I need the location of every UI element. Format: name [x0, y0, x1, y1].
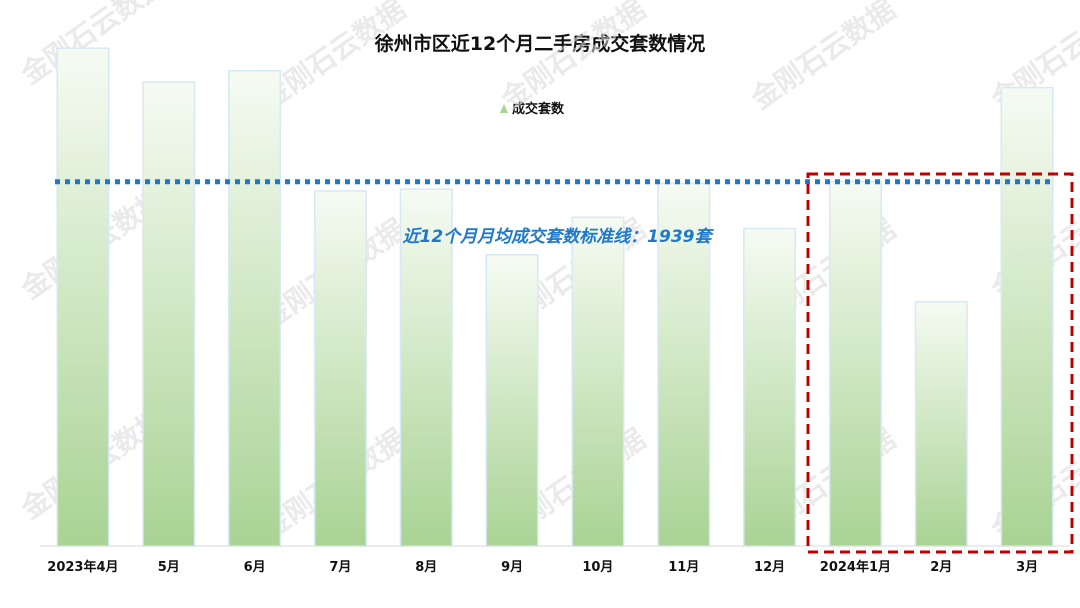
bar: [914, 301, 968, 547]
bar: [571, 216, 625, 547]
x-tick-label: 2024年1月: [820, 559, 891, 575]
watermark-text: 金刚石云数据: [494, 0, 651, 116]
highlight-box: [806, 172, 1074, 554]
watermark-text: 金刚石云数据: [744, 0, 901, 116]
bar: [828, 180, 882, 547]
x-tick-label: 9月: [501, 560, 523, 575]
x-tick-label: 11月: [668, 560, 699, 575]
legend: 成交套数: [500, 101, 565, 117]
bar: [1000, 86, 1054, 547]
x-tick-label: 10月: [582, 560, 613, 575]
legend-swatch-icon: [500, 104, 508, 113]
bar: [485, 254, 539, 547]
reference-line-label: 近12个月月均成交套数标准线：1939套: [403, 227, 715, 247]
bar: [399, 188, 453, 547]
x-tick-label: 3月: [1016, 560, 1038, 575]
bar: [142, 81, 196, 547]
x-tick-label: 5月: [158, 560, 180, 575]
x-tick-label: 2月: [930, 560, 952, 575]
legend-label: 成交套数: [512, 101, 565, 117]
x-tick-label: 12月: [754, 560, 785, 575]
x-axis-labels: 2023年4月 5月 6月 7月 8月 9月 10月 11月 12月 2024年1月 2月 3月: [47, 559, 1038, 575]
bar: [657, 182, 711, 547]
bar: [313, 190, 367, 547]
bar: [743, 227, 797, 547]
bar: [56, 47, 110, 547]
x-tick-label: 8月: [415, 560, 437, 575]
chart-title: 徐州市区近12个月二手房成交套数情况: [374, 32, 705, 55]
x-tick-label: 7月: [329, 560, 351, 575]
bars-layer: [56, 47, 1054, 547]
bar: [228, 69, 282, 547]
x-tick-label: 6月: [244, 560, 266, 575]
x-tick-label: 2023年4月: [47, 559, 118, 575]
